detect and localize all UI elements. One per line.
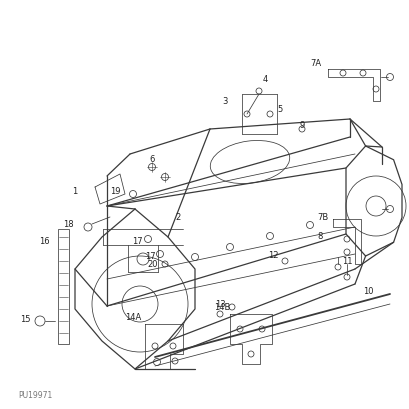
Text: 7B: 7B [317,213,328,222]
Text: 10: 10 [362,287,372,296]
Text: 16: 16 [38,237,49,246]
Text: 9: 9 [299,120,304,129]
Text: 12: 12 [267,250,278,259]
Text: 5: 5 [277,105,282,114]
Text: 17: 17 [131,237,142,246]
Text: 4: 4 [262,75,267,84]
Text: 7A: 7A [310,58,321,67]
Text: 2: 2 [175,213,180,222]
Text: 20: 20 [147,260,158,269]
Text: 1: 1 [72,187,77,196]
Text: 18: 18 [63,220,73,229]
Bar [58,229,69,344]
Text: 14B: 14B [213,303,229,312]
Text: 14A: 14A [125,313,141,322]
Text: PU19971: PU19971 [18,390,52,399]
Text: 15: 15 [20,315,30,324]
Text: 17: 17 [144,252,155,261]
Text: 19: 19 [110,187,120,196]
Text: 13: 13 [214,300,225,309]
Text: 6: 6 [149,155,154,164]
Text: 11: 11 [341,257,351,266]
Text: 3: 3 [222,97,227,106]
Text: 8: 8 [317,232,322,241]
